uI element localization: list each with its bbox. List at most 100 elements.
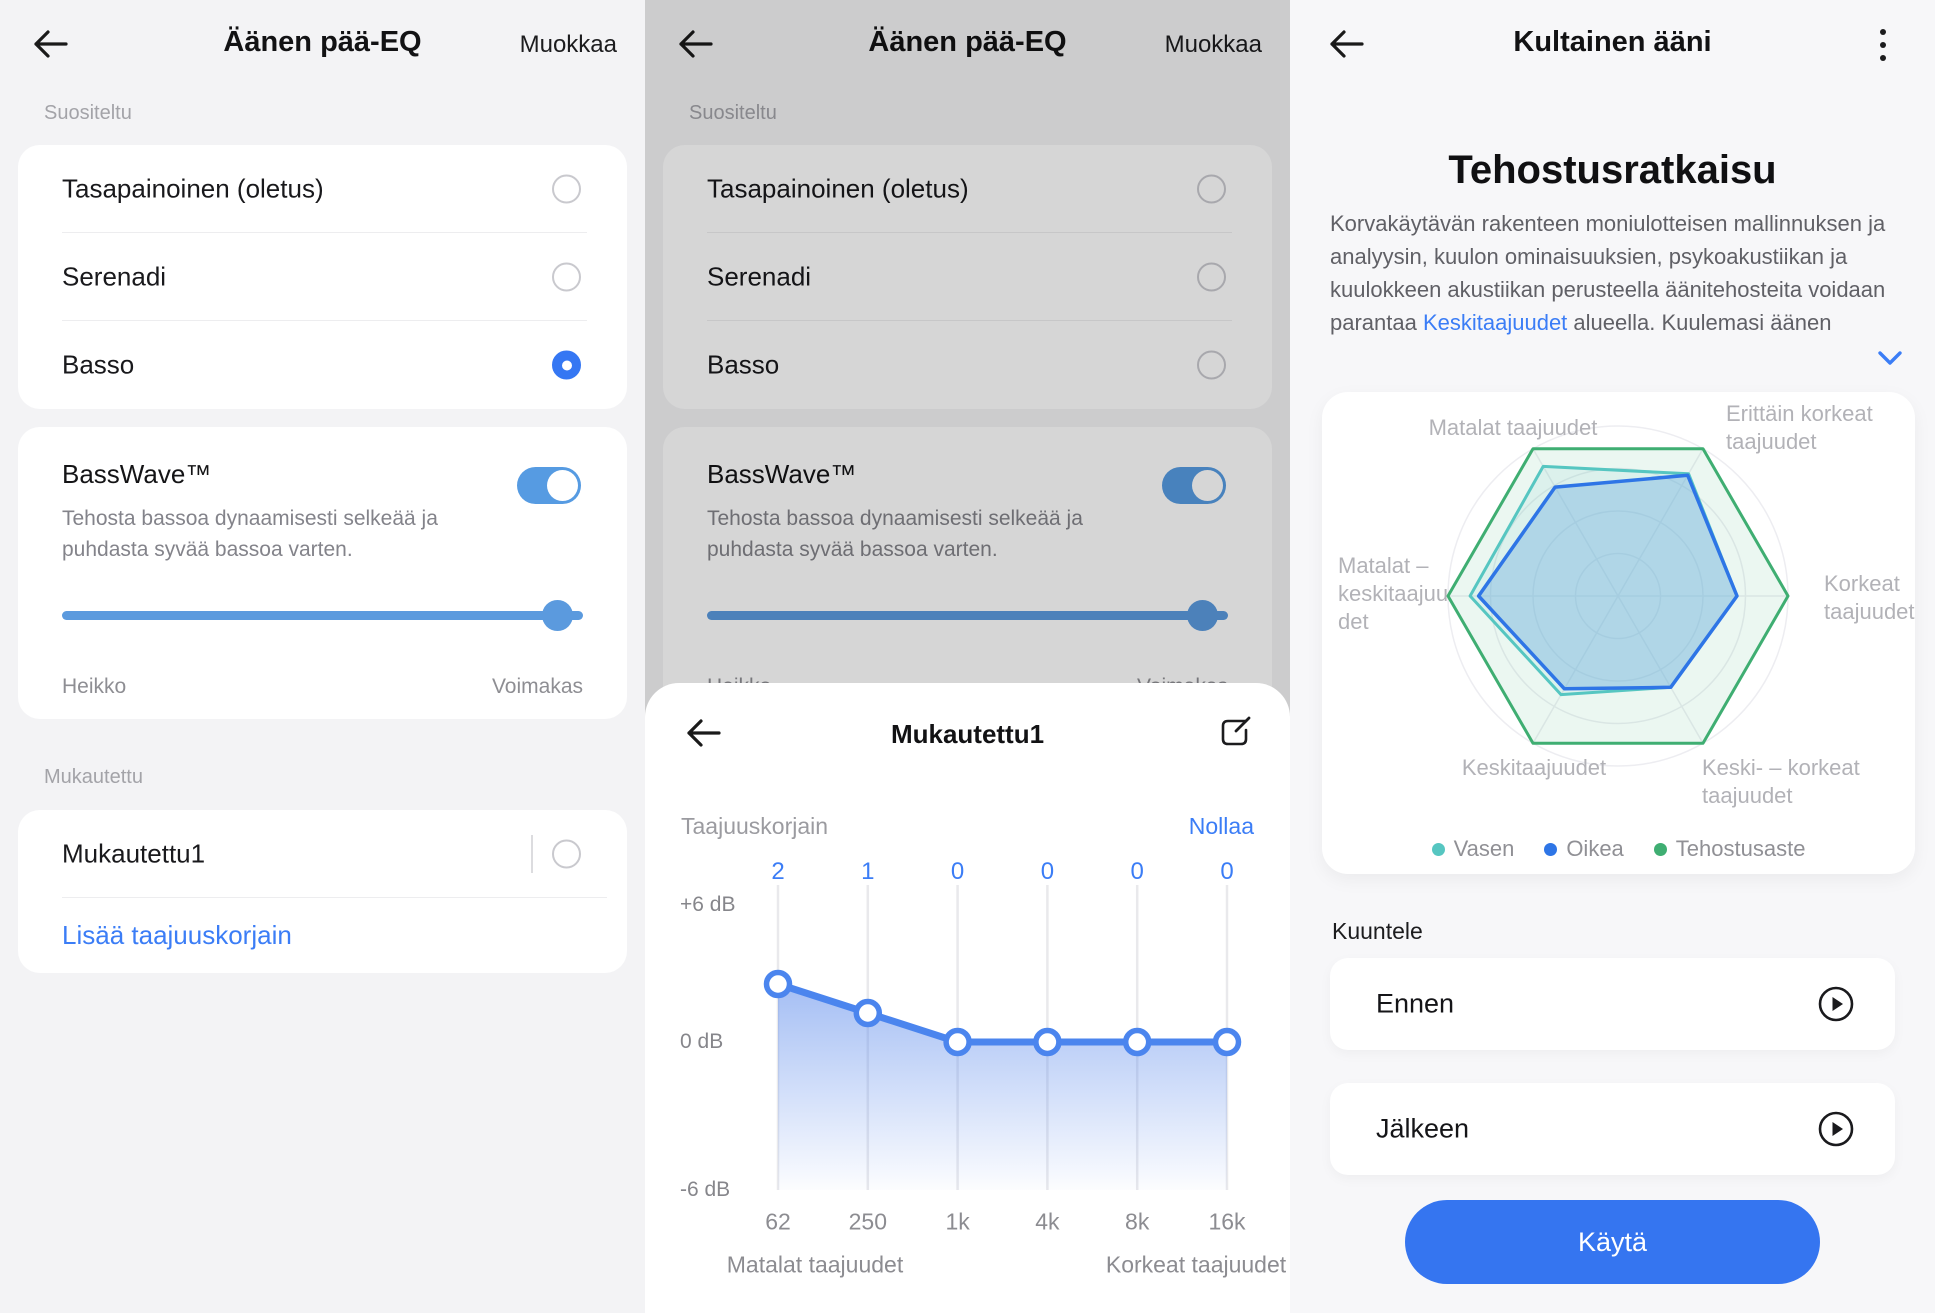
page-title: Äänen pää-EQ xyxy=(868,26,1067,58)
preset-row-balanced[interactable]: Tasapainoinen (oletus) xyxy=(663,145,1272,233)
preset-row-bass[interactable]: Basso xyxy=(663,321,1272,409)
legend-label: Tehostusaste xyxy=(1675,836,1806,861)
radio-selected[interactable] xyxy=(552,350,581,380)
before-label: Ennen xyxy=(1376,988,1455,1019)
eq-handle[interactable] xyxy=(1033,1027,1062,1057)
custom-eq-sheet: Mukautettu1 Taajuuskorjain Nollaa 2 1 0 0 0 0… xyxy=(645,683,1290,1313)
radar-card: Matalat taajuudet Erittäin korkeat taaju… xyxy=(1322,392,1915,874)
legend-dot xyxy=(1544,842,1558,856)
eq-handle[interactable] xyxy=(1212,1027,1242,1057)
y-tick-label: 0 dB xyxy=(680,1030,724,1053)
eq-handle[interactable] xyxy=(853,998,883,1028)
eq-curve-chart[interactable] xyxy=(645,683,1290,1313)
radio-unselected[interactable] xyxy=(552,174,581,204)
legend-item-left: Vasen xyxy=(1431,836,1514,862)
add-equalizer-link[interactable]: Lisää taajuuskorjain xyxy=(62,919,292,950)
eq-band-value: 0 xyxy=(950,858,965,885)
preset-row-bass[interactable]: Basso xyxy=(18,321,627,409)
play-after-row[interactable]: Jälkeen xyxy=(1330,1083,1895,1175)
radio-unselected[interactable] xyxy=(552,262,581,292)
section-custom-label: Mukautettu xyxy=(44,766,143,788)
eq-handle[interactable] xyxy=(1122,1027,1152,1057)
slider-min-label: Heikko xyxy=(62,675,127,698)
description-text: alueella. Kuulemasi äänen xyxy=(1567,310,1832,335)
mid-frequencies-link[interactable]: Keskitaajuudet xyxy=(1422,310,1568,335)
back-arrow-icon[interactable] xyxy=(683,717,723,749)
back-arrow-icon[interactable] xyxy=(30,28,70,60)
slider-max-label: Voimakas xyxy=(491,675,583,698)
axis-label-low: Matalat taajuudet xyxy=(1428,415,1598,440)
more-options-icon[interactable] xyxy=(1877,26,1889,64)
slider-knob[interactable] xyxy=(542,600,573,631)
low-frequencies-label: Matalat taajuudet xyxy=(726,1251,904,1278)
edit-button[interactable]: Muokkaa xyxy=(519,31,617,58)
basswave-strength-slider[interactable] xyxy=(707,600,1228,631)
basswave-description: Tehosta bassoa dynaamisesti selkeää ja p… xyxy=(707,507,1083,561)
modal-title: Mukautettu1 xyxy=(890,719,1045,749)
axis-label-high: Korkeat taajuudet xyxy=(1824,571,1915,624)
axis-label-very-high: Erittäin korkeat taajuudet xyxy=(1726,401,1873,454)
y-tick-label: -6 dB xyxy=(680,1178,731,1201)
play-icon[interactable] xyxy=(1817,1110,1855,1148)
radar-chart xyxy=(1446,425,1790,767)
slider-track[interactable] xyxy=(707,611,1228,620)
eq-handle[interactable] xyxy=(763,969,793,999)
slider-track[interactable] xyxy=(62,611,583,620)
eq-band-value: 1 xyxy=(861,858,875,885)
radio-unselected[interactable] xyxy=(1197,262,1226,292)
radio-unselected[interactable] xyxy=(1197,174,1226,204)
section-recommended-label: Suositeltu xyxy=(44,102,132,124)
back-arrow-icon[interactable] xyxy=(675,28,715,60)
slider-knob[interactable] xyxy=(1187,600,1218,631)
screen-main-eq: Äänen pää-EQ Muokkaa Suositeltu Tasapain… xyxy=(0,0,645,1313)
radar-spoke xyxy=(1532,448,1619,597)
eq-frequency-label: 4k xyxy=(1035,1208,1060,1235)
chevron-down-icon[interactable] xyxy=(1877,350,1903,368)
preset-card: Tasapainoinen (oletus) Serenadi Basso xyxy=(18,145,627,409)
legend-label: Oikea xyxy=(1566,836,1624,861)
screen-golden-sound: Kultainen ääni Tehostusratkaisu Korvakäy… xyxy=(1290,0,1935,1313)
basswave-title: BassWave™ xyxy=(62,459,212,489)
preset-row-serenade[interactable]: Serenadi xyxy=(18,233,627,321)
high-frequencies-label: Korkeat taajuudet xyxy=(1105,1251,1287,1278)
basswave-toggle[interactable] xyxy=(1162,467,1226,504)
basswave-description: Tehosta bassoa dynaamisesti selkeää ja p… xyxy=(62,507,438,561)
legend-item-boost: Tehostusaste xyxy=(1653,836,1806,862)
radar-series-tehostusaste xyxy=(1446,447,1790,745)
rename-icon[interactable] xyxy=(1216,713,1254,751)
back-arrow-icon[interactable] xyxy=(1326,28,1366,60)
divider xyxy=(707,320,1232,321)
basswave-title: BassWave™ xyxy=(707,459,857,489)
eq-band-value: 0 xyxy=(1130,858,1144,885)
preset-label: Basso xyxy=(62,349,135,380)
radar-legend: Vasen Oikea Tehostusaste xyxy=(1322,836,1915,862)
divider xyxy=(62,320,587,321)
divider xyxy=(531,835,533,873)
custom-preset-row[interactable]: Mukautettu1 xyxy=(18,810,627,897)
axis-label-low-mid: Matalat – keskitaajuudet xyxy=(1338,553,1449,634)
radio-selected[interactable] xyxy=(1197,350,1226,380)
apply-button[interactable]: Käytä xyxy=(1405,1200,1820,1284)
basswave-toggle[interactable] xyxy=(517,467,581,504)
play-icon[interactable] xyxy=(1817,985,1855,1023)
eq-frequency-label: 1k xyxy=(945,1208,970,1235)
axis-label-mid: Keskitaajuudet xyxy=(1461,755,1607,780)
enhancement-heading: Tehostusratkaisu xyxy=(1448,148,1777,192)
preset-label: Serenadi xyxy=(707,261,812,292)
basswave-strength-slider[interactable] xyxy=(62,600,583,631)
preset-row-balanced[interactable]: Tasapainoinen (oletus) xyxy=(18,145,627,233)
radar-spoke xyxy=(1532,595,1619,744)
preset-row-serenade[interactable]: Serenadi xyxy=(663,233,1272,321)
divider xyxy=(707,232,1232,233)
section-recommended-label: Suositeltu xyxy=(689,102,777,124)
screen-custom-eq-modal: Äänen pää-EQ Muokkaa Suositeltu Tasapain… xyxy=(645,0,1290,1313)
divider xyxy=(62,897,607,898)
eq-handle[interactable] xyxy=(943,1027,972,1057)
reset-button[interactable]: Nollaa xyxy=(1188,813,1254,839)
eq-frequency-label: 250 xyxy=(848,1208,887,1235)
edit-button[interactable]: Muokkaa xyxy=(1164,31,1262,58)
play-before-row[interactable]: Ennen xyxy=(1330,958,1895,1050)
eq-frequency-label: 16k xyxy=(1208,1208,1246,1235)
radio-unselected[interactable] xyxy=(552,839,581,868)
legend-dot xyxy=(1653,842,1667,856)
